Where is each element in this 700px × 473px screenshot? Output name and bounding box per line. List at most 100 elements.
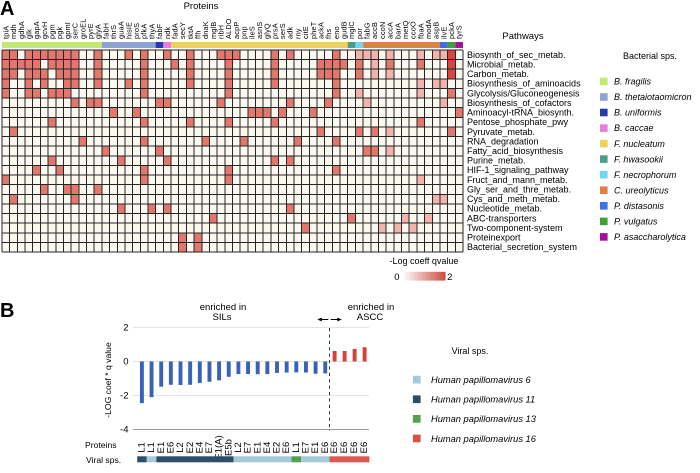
svg-text:E6: E6 xyxy=(329,442,340,454)
svg-text:accB: accB xyxy=(370,22,379,39)
svg-text:gcvH: gcvH xyxy=(40,22,49,39)
svg-text:tktA: tktA xyxy=(186,26,195,39)
svg-text:Gly_ser_and_thre_metab.: Gly_ser_and_thre_metab. xyxy=(467,185,571,195)
svg-text:pfkA: pfkA xyxy=(140,24,149,39)
svg-text:E1: E1 xyxy=(156,442,167,454)
svg-text:B: B xyxy=(0,300,14,322)
svg-text:aspB: aspB xyxy=(432,22,441,39)
svg-text:thrS: thrS xyxy=(109,25,118,39)
svg-text:Two-component-system: Two-component-system xyxy=(467,223,563,233)
svg-text:Biosynth_of_sec_metab.: Biosynth_of_sec_metab. xyxy=(467,50,566,60)
svg-text:Biosynthesis_of_aminoacids: Biosynthesis_of_aminoacids xyxy=(467,79,581,89)
svg-text:E2: E2 xyxy=(272,442,283,454)
svg-text:gudB: gudB xyxy=(340,21,349,39)
svg-text:por: por xyxy=(355,27,364,39)
svg-text:Human papillomavirus 13: Human papillomavirus 13 xyxy=(431,414,537,424)
svg-text:ndk: ndk xyxy=(163,26,172,39)
svg-text:serS: serS xyxy=(278,23,287,39)
svg-text:Viral sps.: Viral sps. xyxy=(86,455,121,465)
svg-text:pgm: pgm xyxy=(48,24,57,39)
svg-text:ABC-transporters: ABC-transporters xyxy=(467,213,537,223)
svg-text:P. asaccharolytica: P. asaccharolytica xyxy=(614,232,686,242)
svg-text:L2: L2 xyxy=(175,442,186,453)
svg-text:Aminoacyl-tRNA_biosynth.: Aminoacyl-tRNA_biosynth. xyxy=(467,108,574,118)
svg-text:Bacterial sps.: Bacterial sps. xyxy=(623,51,677,61)
svg-text:Pyruvate_metab.: Pyruvate_metab. xyxy=(467,127,535,137)
svg-text:mglC: mglC xyxy=(347,21,356,39)
svg-text:B. fragilis: B. fragilis xyxy=(614,77,652,87)
svg-text:F. nucleatum: F. nucleatum xyxy=(614,139,665,149)
svg-text:L1: L1 xyxy=(137,442,148,453)
svg-text:acpP: acpP xyxy=(232,22,241,39)
svg-text:citE: citE xyxy=(301,26,310,39)
svg-text:tpiA: tpiA xyxy=(1,26,10,39)
svg-text:E6: E6 xyxy=(320,442,331,454)
svg-text:E6: E6 xyxy=(349,442,360,454)
svg-text:fabG: fabG xyxy=(363,22,372,39)
svg-text:Proteins: Proteins xyxy=(184,1,219,12)
svg-text:E7: E7 xyxy=(243,442,254,454)
svg-text:Pentose_phosphate_pwy: Pentose_phosphate_pwy xyxy=(467,117,569,127)
svg-text:pheT: pheT xyxy=(309,21,318,39)
svg-text:pgk: pgk xyxy=(55,26,64,39)
svg-text:Fruct_and_mann_metab.: Fruct_and_mann_metab. xyxy=(467,175,568,185)
svg-text:B. caccae: B. caccae xyxy=(614,123,654,133)
svg-text:tyrS: tyrS xyxy=(455,25,464,39)
svg-text:E6: E6 xyxy=(359,442,370,454)
svg-text:ackA: ackA xyxy=(316,22,325,39)
svg-text:fbaA: fbaA xyxy=(416,23,425,39)
svg-text:pckA: pckA xyxy=(447,22,456,39)
svg-text:serC: serC xyxy=(71,23,80,39)
svg-text:C. ureolyticus: C. ureolyticus xyxy=(614,185,669,195)
svg-text:P. vulgatus: P. vulgatus xyxy=(614,217,658,227)
svg-text:E4: E4 xyxy=(194,442,205,454)
svg-text:ribH: ribH xyxy=(217,25,226,39)
svg-text:dnaK: dnaK xyxy=(201,21,210,39)
svg-text:gdhA: gdhA xyxy=(17,21,26,39)
svg-text:rny: rny xyxy=(293,28,302,39)
svg-text:Nucleotide_metab.: Nucleotide_metab. xyxy=(467,204,542,214)
svg-text:Glycolysis/Gluconeogenesis: Glycolysis/Gluconeogenesis xyxy=(467,88,580,98)
svg-text:E1: E1 xyxy=(310,442,321,454)
svg-text:pyrE: pyrE xyxy=(86,23,95,39)
svg-text:enriched in: enriched in xyxy=(200,302,246,313)
svg-text:groEL: groEL xyxy=(78,19,87,39)
svg-text:E2: E2 xyxy=(185,442,196,454)
svg-text:2: 2 xyxy=(447,272,452,283)
svg-text:B. thetaiotaomicron: B. thetaiotaomicron xyxy=(614,92,692,102)
svg-text:HIF-1_signaling_pathway: HIF-1_signaling_pathway xyxy=(467,165,569,175)
svg-text:-2: -2 xyxy=(120,391,128,402)
svg-text:Human papillomavirus 6: Human papillomavirus 6 xyxy=(431,375,532,385)
svg-text:barA: barA xyxy=(393,23,402,39)
svg-text:RNA_degradation: RNA_degradation xyxy=(467,136,539,146)
svg-text:Purine_metab.: Purine_metab. xyxy=(467,156,526,166)
svg-text:F. hwasookii: F. hwasookii xyxy=(614,154,664,164)
svg-text:mglB: mglB xyxy=(209,22,218,39)
svg-text:fabH: fabH xyxy=(101,23,110,39)
svg-text:mdh: mdh xyxy=(9,24,18,39)
svg-text:enriched in: enriched in xyxy=(348,302,394,313)
svg-text:prsA: prsA xyxy=(270,23,279,39)
svg-text:Carbon_metab.: Carbon_metab. xyxy=(467,69,529,79)
svg-text:L1: L1 xyxy=(146,442,157,453)
svg-text:Proteins: Proteins xyxy=(85,440,117,450)
svg-text:E7: E7 xyxy=(204,442,215,454)
svg-text:0: 0 xyxy=(123,357,128,368)
svg-text:metQ: metQ xyxy=(401,20,410,39)
svg-text:guaA: guaA xyxy=(117,21,126,39)
svg-text:accA: accA xyxy=(386,22,395,39)
svg-text:eno: eno xyxy=(332,26,341,39)
svg-text:glk: glk xyxy=(25,29,34,39)
svg-text:Bacterial_secretion_system: Bacterial_secretion_system xyxy=(467,242,577,252)
svg-text:Biosynthesis_of_cofactors: Biosynthesis_of_cofactors xyxy=(467,98,572,108)
svg-text:thyA: thyA xyxy=(147,24,156,39)
svg-text:E6: E6 xyxy=(166,442,177,454)
svg-text:L1: L1 xyxy=(291,442,302,453)
svg-text:Human papillomavirus 16: Human papillomavirus 16 xyxy=(431,434,537,444)
svg-text:glyQ: glyQ xyxy=(263,23,272,39)
svg-text:E5b: E5b xyxy=(223,439,234,456)
svg-text:Viral sps.: Viral sps. xyxy=(452,346,489,356)
svg-text:proS: proS xyxy=(132,23,141,39)
svg-text:fhs: fhs xyxy=(324,29,333,39)
svg-text:E4: E4 xyxy=(262,442,273,454)
